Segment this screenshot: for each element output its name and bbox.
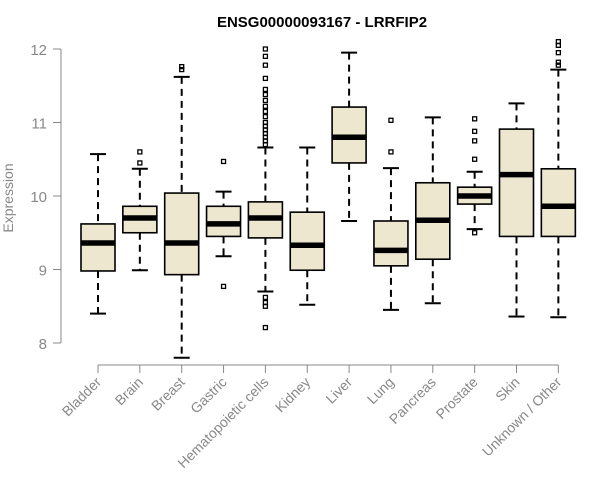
outlier-point <box>262 97 269 104</box>
outlier-point <box>555 50 561 56</box>
y-tick-label: 9 <box>39 263 47 280</box>
x-tick-label: Bladder <box>59 374 105 420</box>
boxplot-series <box>80 39 577 359</box>
box-breast <box>163 63 200 359</box>
iqr-box <box>540 168 577 238</box>
y-tick-label: 11 <box>31 116 47 133</box>
x-tick-label: Skin <box>492 374 523 405</box>
outlier-point <box>388 117 394 123</box>
box-hematopoietic-cells <box>247 46 284 331</box>
outlier-point <box>179 66 185 73</box>
outlier-point <box>262 294 269 301</box>
y-axis-label: Expression <box>0 163 16 232</box>
iqr-box <box>163 192 200 276</box>
box-skin <box>498 102 535 318</box>
outlier-point <box>179 63 185 70</box>
outlier-point <box>137 149 143 155</box>
iqr-box <box>289 211 326 272</box>
y-tick-label: 8 <box>39 336 47 353</box>
chart-title: ENSG00000093167 - LRRFIP2 <box>217 14 427 31</box>
outlier-point <box>262 103 269 109</box>
box-brain <box>122 149 158 272</box>
box-kidney <box>289 146 326 306</box>
outlier-point <box>262 86 269 93</box>
x-tick-label: Brain <box>112 374 146 408</box>
outlier-point <box>471 128 478 134</box>
outlier-point <box>262 113 269 120</box>
x-tick-label: Liver <box>322 374 355 407</box>
outlier-point <box>555 59 561 65</box>
outlier-point <box>262 53 269 59</box>
outlier-point <box>555 62 561 68</box>
x-tick-label: Prostate <box>433 374 481 422</box>
iqr-box <box>498 128 535 238</box>
outlier-point <box>471 116 478 122</box>
x-tick-label: Pancreas <box>386 374 439 427</box>
outlier-point <box>262 91 269 98</box>
y-tick-label: 12 <box>30 42 47 59</box>
outlier-point <box>262 62 269 68</box>
outlier-point <box>220 283 227 290</box>
box-lung <box>373 117 409 311</box>
outlier-point <box>388 149 394 155</box>
box-bladder <box>80 153 116 315</box>
outlier-point <box>262 108 269 115</box>
outlier-point <box>220 158 227 165</box>
outlier-point <box>471 230 478 236</box>
box-unknown-other <box>540 39 577 319</box>
x-tick-label: Kidney <box>272 374 314 416</box>
outlier-point <box>471 156 478 162</box>
box-pancreas <box>414 116 451 305</box>
x-tick-label: Lung <box>364 374 397 407</box>
iqr-box <box>80 223 116 272</box>
box-prostate <box>456 116 493 236</box>
outlier-point <box>137 160 143 166</box>
outlier-point <box>471 138 478 144</box>
box-liver <box>331 51 367 222</box>
outlier-point <box>262 46 269 52</box>
y-tick-label: 10 <box>30 189 47 206</box>
x-tick-label: Unknown / Other <box>479 374 565 460</box>
outlier-point <box>262 141 269 148</box>
outlier-point <box>262 75 269 82</box>
outlier-point <box>262 303 269 309</box>
y-axis: 8 9 10 11 12 <box>30 42 62 353</box>
box-gastric <box>205 158 242 290</box>
iqr-box <box>373 220 409 267</box>
outlier-point <box>555 39 561 45</box>
outlier-point <box>262 324 269 331</box>
x-tick-label: Breast <box>148 374 188 414</box>
